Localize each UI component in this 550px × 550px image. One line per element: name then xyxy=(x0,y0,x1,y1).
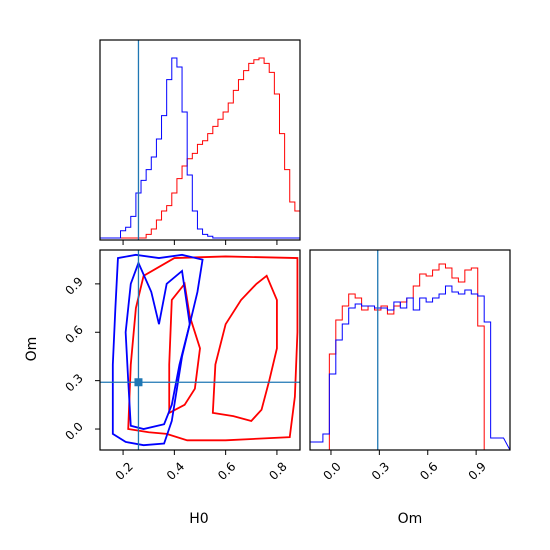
om-histogram-series-b xyxy=(310,263,510,451)
h0-marginal-panel xyxy=(99,39,301,245)
om-y-tick-label-3: 0.9 xyxy=(62,274,85,297)
h0-tick-label-2: 0.6 xyxy=(215,459,238,482)
om-y-tick-label-0: 0.0 xyxy=(62,420,85,443)
h0-histogram-series-a xyxy=(100,57,300,239)
x-axis-label-h0: H0 xyxy=(189,511,208,527)
contour-series-b-1 xyxy=(168,281,201,415)
om-y-tick-label-1: 0.3 xyxy=(62,371,85,394)
joint-panel-frame xyxy=(99,249,301,451)
om-x-tick-label-1: 0.3 xyxy=(369,459,392,482)
h0-panel-frame xyxy=(99,39,301,241)
h0-tick-label-3: 0.8 xyxy=(266,459,289,482)
contour-series-b-2 xyxy=(211,274,278,422)
h0-tick-label-0: 0.2 xyxy=(113,459,136,482)
contour-series-a-0 xyxy=(111,253,204,447)
om-histogram-series-a xyxy=(309,285,511,451)
joint-contour-panel: 0.2 0.4 0.6 0.8 0.0 0.3 0.6 0.9 xyxy=(62,249,301,483)
x-axis-label-om: Om xyxy=(398,511,423,527)
joint-contours xyxy=(111,253,299,447)
y-axis-label-om: Om xyxy=(24,337,40,362)
om-x-tick-label-0: 0.0 xyxy=(320,459,343,482)
h0-tick-label-1: 0.4 xyxy=(164,459,187,482)
om-y-tick-label-2: 0.6 xyxy=(62,323,85,346)
om-x-tick-label-2: 0.6 xyxy=(417,459,440,482)
h0-histogram-series-b xyxy=(100,57,301,239)
contour-series-a-1 xyxy=(124,260,191,430)
joint-truth-marker xyxy=(134,378,143,387)
om-x-tick-label-3: 0.9 xyxy=(466,459,489,482)
om-panel-frame xyxy=(309,249,511,451)
om-marginal-panel: 0.0 0.3 0.6 0.9 xyxy=(309,249,511,483)
